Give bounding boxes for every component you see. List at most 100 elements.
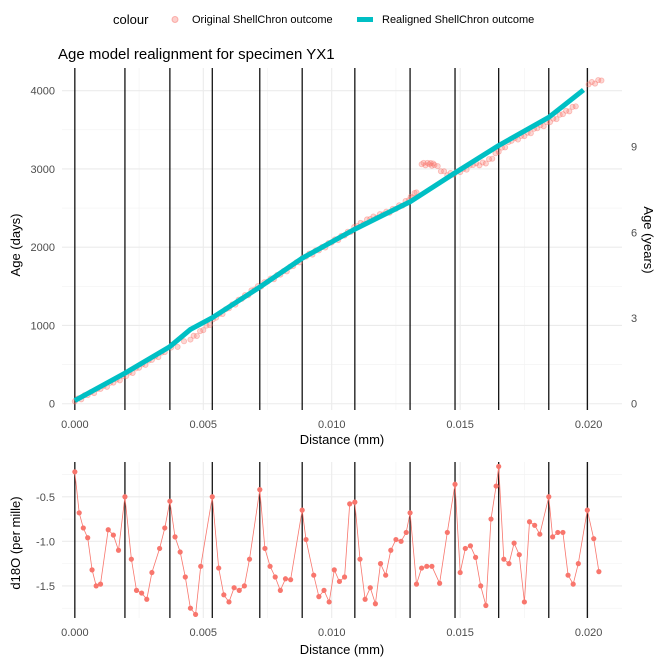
d18o-point [336, 578, 343, 585]
original-point [585, 81, 592, 88]
d18o-point [413, 581, 420, 587]
original-point [422, 162, 429, 169]
d18o-point [149, 569, 155, 576]
d18o-point [198, 563, 204, 569]
d18o-point [596, 569, 602, 575]
d18o-point [372, 601, 378, 607]
chart-title: Age model realignment for specimen YX1 [58, 46, 335, 63]
d18o-point [591, 536, 597, 542]
d18o-point [128, 556, 134, 562]
bottom-year-boundaries [74, 462, 588, 618]
d18o-point [341, 574, 348, 580]
d18o-point [388, 547, 394, 553]
d18o-point [72, 469, 78, 475]
d18o-point [407, 510, 413, 516]
original-point [418, 161, 425, 168]
bottom-y-axis-title: d18O (per mille) [8, 496, 23, 589]
d18o-point [377, 561, 384, 567]
d18o-point [478, 583, 484, 589]
original-point [566, 108, 573, 115]
top-y2-tick-labels: 0 3 6 9 [631, 142, 637, 411]
d18o-point [192, 611, 199, 618]
top-x-axis-title: Distance (mm) [300, 432, 385, 447]
d18o-point [526, 519, 533, 525]
d18o-point [144, 596, 150, 602]
x-tick-label: 0.000 [61, 627, 89, 639]
d18o-point [488, 516, 494, 522]
d18o-point [452, 481, 458, 487]
d18o-point [393, 536, 399, 543]
d18o-point [352, 499, 358, 505]
y-tick-label: 2000 [31, 242, 55, 254]
original-point [556, 111, 563, 118]
d18o-point [97, 581, 104, 587]
d18o-point [277, 587, 283, 593]
top-y2-axis-title: Age (years) [641, 206, 656, 273]
d18o-point [162, 525, 168, 531]
d18o-point [483, 602, 489, 609]
x-tick-label: 0.015 [446, 419, 474, 431]
original-point [476, 162, 483, 169]
y-tick-label: 3000 [31, 164, 55, 176]
d18o-point [267, 563, 273, 569]
d18o-point [555, 529, 561, 536]
d18o-point [331, 567, 337, 573]
x-tick-label: 0.005 [190, 419, 218, 431]
d18o-point [532, 522, 538, 528]
y-tick-label: 0 [49, 399, 55, 411]
original-point [434, 163, 441, 170]
d18o-point [105, 527, 111, 533]
x-tick-label: 0.000 [61, 419, 89, 431]
d18o-point [565, 572, 571, 578]
d18o-point [311, 572, 317, 578]
y-tick-label: -1.5 [36, 581, 55, 593]
d18o-point [122, 494, 128, 500]
original-point [553, 116, 560, 123]
d18o-point [93, 583, 99, 589]
d18o-point [398, 538, 404, 544]
d18o-point [316, 594, 322, 600]
original-point [428, 162, 435, 169]
d18o-point [303, 536, 309, 543]
original-point [441, 168, 448, 175]
x-tick-label: 0.020 [575, 627, 603, 639]
d18o-point [537, 531, 543, 537]
original-point [569, 103, 576, 110]
d18o-point [367, 585, 373, 591]
d18o-point [226, 599, 232, 605]
original-point [424, 159, 431, 166]
original-point [426, 161, 433, 168]
original-point [479, 159, 486, 166]
y-tick-label: 4000 [31, 86, 55, 98]
d18o-point [89, 567, 95, 573]
y2-tick-label: 0 [631, 399, 637, 411]
d18o-point [282, 576, 289, 582]
original-point [588, 79, 595, 86]
x-tick-label: 0.015 [446, 627, 474, 639]
d18o-point [550, 534, 556, 540]
d18o-point [221, 592, 227, 598]
d18o-point [157, 545, 163, 552]
original-point [592, 80, 599, 87]
d18o-point [231, 585, 237, 591]
original-point [527, 130, 534, 137]
original-point [563, 107, 570, 114]
d18o-point [521, 599, 527, 605]
d18o-point [133, 587, 140, 593]
d18o-point [257, 487, 263, 493]
d18o-point [570, 581, 576, 587]
d18o-point [424, 563, 430, 569]
d18o-point [110, 532, 116, 538]
original-point [598, 77, 605, 84]
d18o-point [326, 599, 332, 605]
top-x-tick-labels: 0.000 0.005 0.010 0.015 0.020 [61, 419, 602, 431]
d18o-point [139, 590, 145, 596]
d18o-point [209, 494, 215, 500]
bottom-x-axis-title: Distance (mm) [300, 642, 385, 657]
d18o-point [516, 552, 522, 558]
d18o-point [429, 563, 435, 569]
d18o-point [299, 507, 305, 513]
original-point [540, 123, 547, 130]
original-point [174, 343, 181, 350]
